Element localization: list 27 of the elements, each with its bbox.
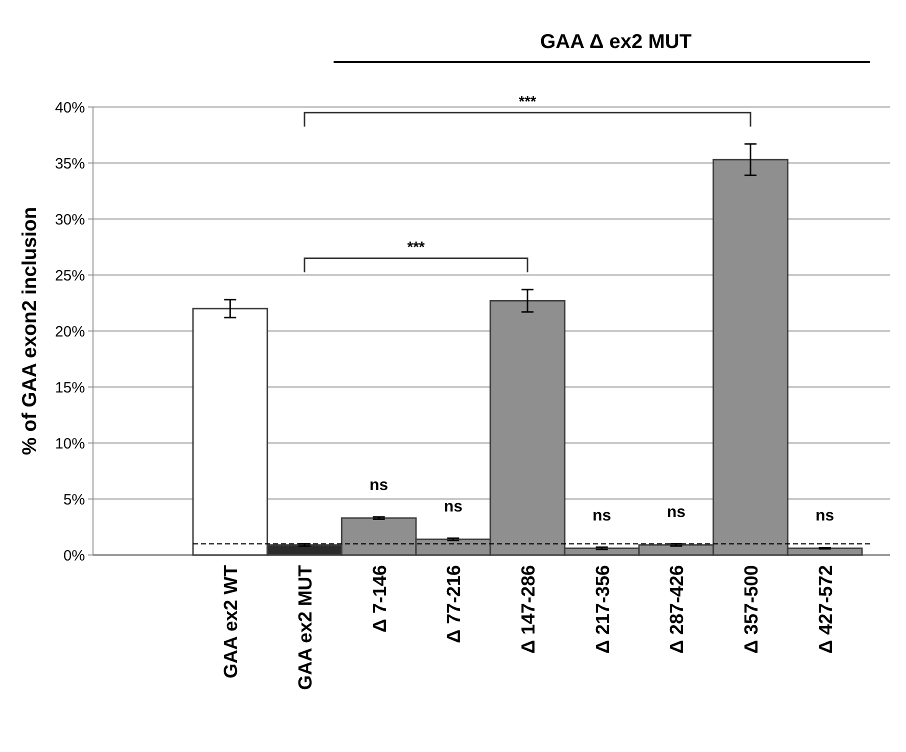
y-tick-label: 40%: [54, 99, 85, 116]
x-tick-label: Δ 287-426: [667, 565, 688, 654]
x-tick-label: Δ 147-286: [518, 565, 540, 654]
y-tick-label: 25%: [54, 267, 85, 284]
chart-title: GAA Δ ex2 MUT: [540, 31, 692, 53]
annotation: ns: [369, 477, 388, 494]
annotation: ***: [407, 239, 425, 256]
y-tick-label: 35%: [54, 155, 85, 172]
x-tick-label: GAA ex2 MUT: [296, 564, 316, 690]
x-tick-label: GAA ex2 WT: [221, 564, 242, 678]
x-tick-label: Δ 77-216: [444, 565, 466, 644]
y-tick-label: 30%: [54, 211, 85, 228]
annotation: ns: [592, 507, 612, 524]
annotation: ns: [444, 498, 463, 516]
x-tick-label: Δ 217-356: [592, 565, 614, 654]
y-tick-label: 5%: [63, 491, 85, 508]
y-tick-label: 0%: [63, 547, 85, 564]
x-tick-label: Δ 427-572: [816, 565, 837, 654]
y-axis-title: % of GAA exon2 inclusion: [19, 206, 41, 456]
y-tick-label: 20%: [54, 323, 85, 340]
annotation: ns: [815, 507, 834, 524]
annotation: ns: [666, 504, 686, 521]
y-tick-label: 10%: [54, 435, 85, 452]
annotation: ***: [518, 94, 536, 111]
x-tick-label: Δ 7-146: [370, 565, 391, 633]
x-tick-label: Δ 357-500: [742, 565, 762, 654]
y-tick-label: 15%: [54, 379, 85, 396]
